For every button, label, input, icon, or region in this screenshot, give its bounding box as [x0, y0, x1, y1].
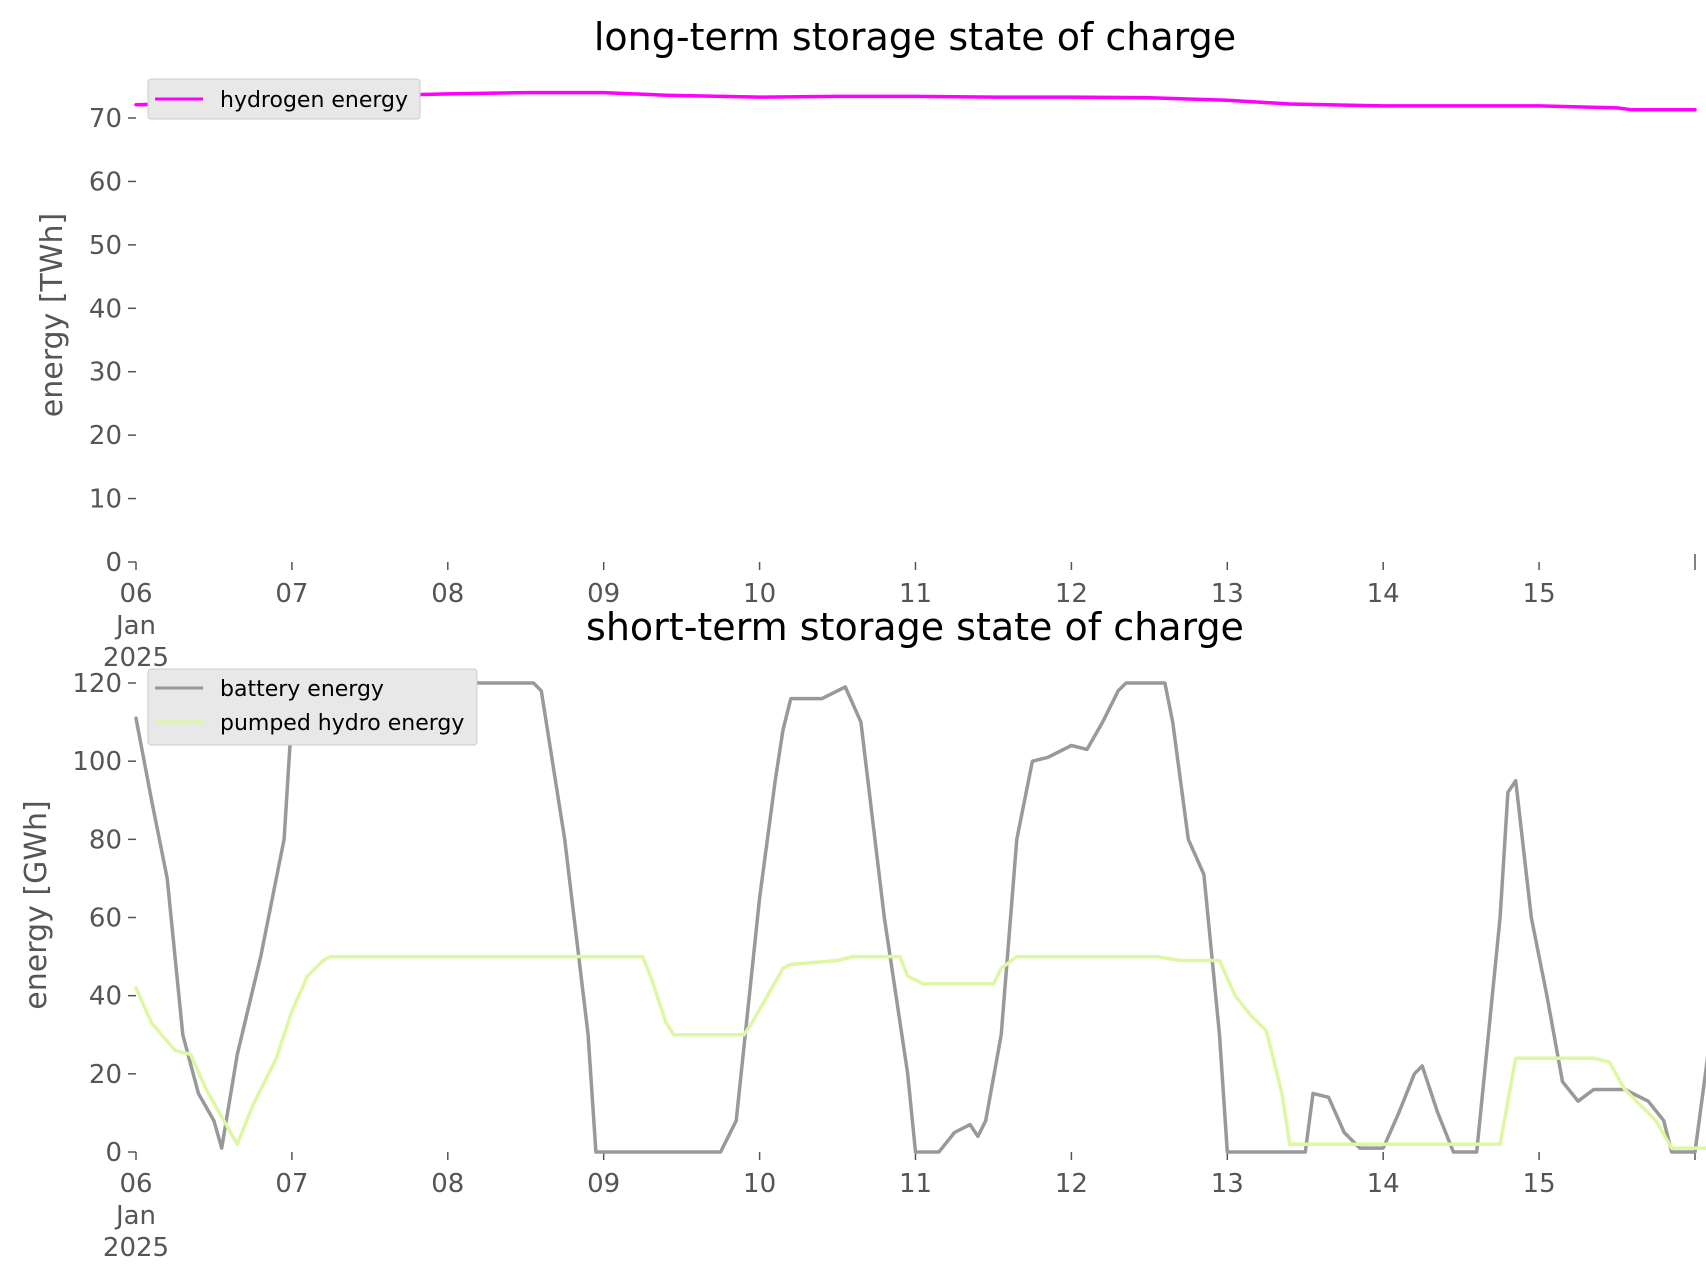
x-tick-label: 08 [431, 1169, 464, 1199]
x-tick-label: 09 [587, 579, 620, 609]
legend-label-battery: battery energy [220, 677, 384, 702]
y-tick-label: 60 [89, 904, 122, 934]
x-tick-sublabel: 2025 [103, 1233, 169, 1263]
y-tick-label: 120 [72, 669, 122, 699]
x-tick-label: 11 [899, 1169, 932, 1199]
x-tick-label: 09 [587, 1169, 620, 1199]
y-tick-label: 20 [89, 421, 122, 451]
x-tick-label: 07 [275, 579, 308, 609]
y-tick-label: 0 [105, 1138, 122, 1168]
short-term-legend: battery energy pumped hydro energy [147, 668, 478, 746]
x-tick-label: 15 [1523, 579, 1556, 609]
x-tick-label: 14 [1367, 579, 1400, 609]
y-tick-label: 60 [89, 167, 122, 197]
short-term-series [134, 681, 1706, 1154]
long-term-legend: hydrogen energy [147, 78, 421, 120]
x-tick-sublabel: 2025 [103, 643, 169, 673]
x-tick-label: 15 [1523, 1169, 1556, 1199]
series-line-battery-energy [134, 681, 1706, 1154]
x-tick-label: 13 [1211, 1169, 1244, 1199]
x-tick-label: 10 [743, 579, 776, 609]
short-term-y-axis-label: energy [GWh] [19, 800, 54, 1009]
legend-label-pumped-hydro: pumped hydro energy [220, 711, 464, 736]
x-tick-sublabel: Jan [114, 611, 156, 641]
x-tick-label: 06 [119, 579, 152, 609]
y-tick-label: 70 [89, 104, 122, 134]
y-tick-label: 40 [89, 294, 122, 324]
x-tick-label: 12 [1055, 579, 1088, 609]
x-tick-label: 11 [899, 579, 932, 609]
x-tick-label: 14 [1367, 1169, 1400, 1199]
x-tick-label: 06 [119, 1169, 152, 1199]
y-tick-label: 80 [89, 825, 122, 855]
short-term-y-ticks: 0 20 40 60 80 100 120 [72, 669, 136, 1168]
short-term-title: short-term storage state of charge [586, 605, 1244, 649]
x-tick-label: 07 [275, 1169, 308, 1199]
short-term-panel: short-term storage state of charge energ… [19, 605, 1706, 1263]
y-tick-label: 20 [89, 1060, 122, 1090]
y-tick-label: 0 [105, 548, 122, 578]
short-term-legend-box [147, 668, 478, 746]
x-tick-label: 12 [1055, 1169, 1088, 1199]
y-tick-label: 30 [89, 358, 122, 388]
long-term-title: long-term storage state of charge [594, 15, 1236, 59]
legend-label-hydrogen: hydrogen energy [220, 88, 408, 113]
long-term-y-ticks: 0 10 20 30 40 50 60 70 [89, 104, 136, 578]
long-term-panel: long-term storage state of charge energy… [35, 15, 1697, 673]
x-tick-sublabel: Jan [114, 1201, 156, 1231]
x-tick-label: 10 [743, 1169, 776, 1199]
x-tick-label: 08 [431, 579, 464, 609]
long-term-legend-box [147, 78, 421, 120]
x-tick-label: 13 [1211, 579, 1244, 609]
y-tick-label: 100 [72, 747, 122, 777]
series-line-pumped-hydro-energy [134, 954, 1706, 1150]
y-tick-label: 50 [89, 231, 122, 261]
y-tick-label: 10 [89, 485, 122, 515]
y-tick-label: 40 [89, 982, 122, 1012]
long-term-y-axis-label: energy [TWh] [35, 213, 70, 417]
